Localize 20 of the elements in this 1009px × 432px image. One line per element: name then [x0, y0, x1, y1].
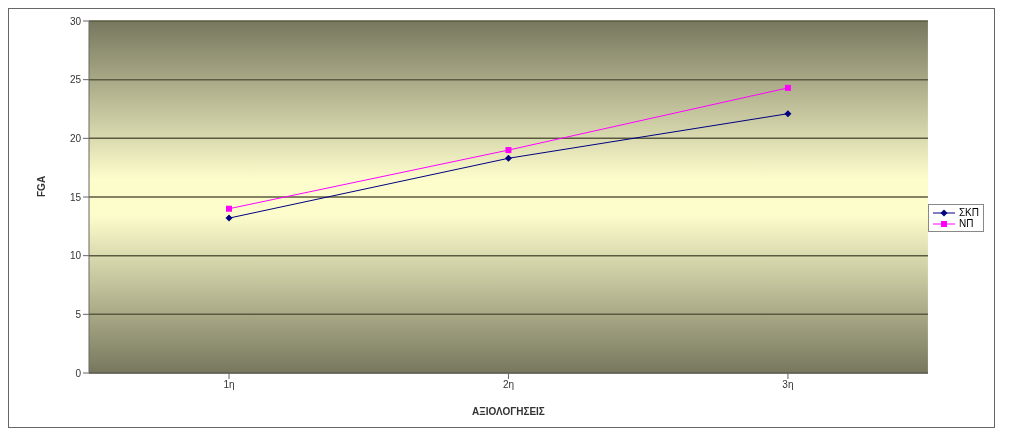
point	[226, 205, 232, 212]
y-tick-label: 25	[69, 74, 82, 86]
point	[504, 154, 512, 162]
x-tick-label: 3η	[782, 379, 794, 391]
point	[505, 147, 512, 154]
point	[225, 214, 233, 222]
x-tick-label: 1η	[223, 379, 235, 391]
y-tick-label: 0	[75, 367, 82, 379]
y-tick-label: 5	[75, 308, 82, 320]
y-axis-title: FGA	[35, 175, 47, 197]
y-tick-label: 30	[69, 15, 82, 27]
legend-label: ΣΚΠ	[958, 207, 979, 218]
y-tick-label: 10	[69, 250, 82, 262]
legend-label: ΝΠ	[958, 218, 974, 229]
y-tick-label: 20	[69, 132, 82, 144]
x-tick-label: 2η	[502, 379, 515, 391]
point	[784, 84, 791, 91]
point	[784, 110, 792, 118]
x-axis-title: ΑΞΙΟΛΟΓΗΣΕΙΣ	[472, 406, 545, 417]
y-tick-label: 15	[69, 191, 82, 203]
